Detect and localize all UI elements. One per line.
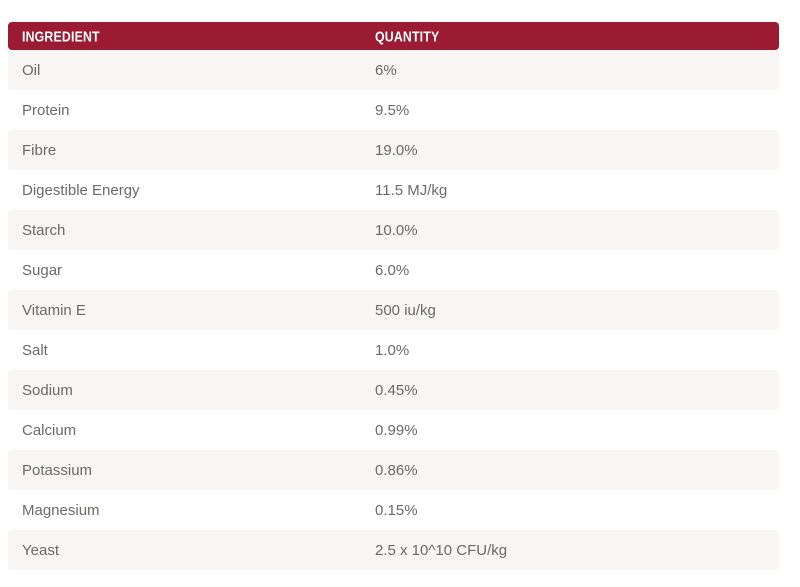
ingredient-cell: Vitamin E — [22, 301, 86, 319]
column-header-ingredient: INGREDIENT — [8, 27, 361, 45]
ingredient-cell: Yeast — [22, 541, 59, 559]
column-header-quantity-label: QUANTITY — [375, 27, 440, 45]
table-row: Sodium 0.45% — [8, 370, 779, 410]
quantity-cell: 10.0% — [375, 221, 418, 239]
table-header-row: INGREDIENT QUANTITY — [8, 22, 779, 50]
quantity-cell: 9.5% — [375, 101, 410, 119]
nutrition-table: INGREDIENT QUANTITY Oil 6% Protein 9.5% … — [8, 22, 779, 570]
table-row: Starch 10.0% — [8, 210, 779, 250]
table-row: Oil 6% — [8, 50, 779, 90]
quantity-cell: 11.5 MJ/kg — [375, 181, 448, 199]
ingredient-cell: Sodium — [22, 381, 73, 399]
quantity-cell: 6% — [375, 61, 397, 79]
ingredient-cell: Potassium — [22, 461, 93, 479]
table-row: Salt 1.0% — [8, 330, 779, 370]
column-header-quantity: QUANTITY — [361, 27, 779, 45]
table-row: Sugar 6.0% — [8, 250, 779, 290]
ingredient-cell: Salt — [22, 341, 48, 359]
quantity-cell: 6.0% — [375, 261, 410, 279]
quantity-cell: 0.15% — [375, 501, 418, 519]
ingredient-cell: Protein — [22, 101, 70, 119]
table-body: Oil 6% Protein 9.5% Fibre 19.0% Digestib… — [8, 50, 779, 570]
quantity-cell: 2.5 x 10^10 CFU/kg — [375, 541, 508, 559]
quantity-cell: 0.45% — [375, 381, 418, 399]
table-row: Calcium 0.99% — [8, 410, 779, 450]
ingredient-cell: Magnesium — [22, 501, 100, 519]
table-row: Digestible Energy 11.5 MJ/kg — [8, 170, 779, 210]
ingredient-cell: Fibre — [22, 141, 57, 159]
quantity-cell: 0.99% — [375, 421, 418, 439]
table-row: Potassium 0.86% — [8, 450, 779, 490]
column-header-ingredient-label: INGREDIENT — [22, 27, 100, 45]
quantity-cell: 0.86% — [375, 461, 418, 479]
table-row: Yeast 2.5 x 10^10 CFU/kg — [8, 530, 779, 570]
table-row: Fibre 19.0% — [8, 130, 779, 170]
ingredient-cell: Digestible Energy — [22, 181, 140, 199]
table-row: Vitamin E 500 iu/kg — [8, 290, 779, 330]
ingredient-cell: Starch — [22, 221, 66, 239]
ingredient-cell: Sugar — [22, 261, 63, 279]
ingredient-cell: Oil — [22, 61, 41, 79]
quantity-cell: 1.0% — [375, 341, 410, 359]
table-row: Protein 9.5% — [8, 90, 779, 130]
quantity-cell: 500 iu/kg — [375, 301, 436, 319]
quantity-cell: 19.0% — [375, 141, 418, 159]
ingredient-cell: Calcium — [22, 421, 77, 439]
table-row: Magnesium 0.15% — [8, 490, 779, 530]
